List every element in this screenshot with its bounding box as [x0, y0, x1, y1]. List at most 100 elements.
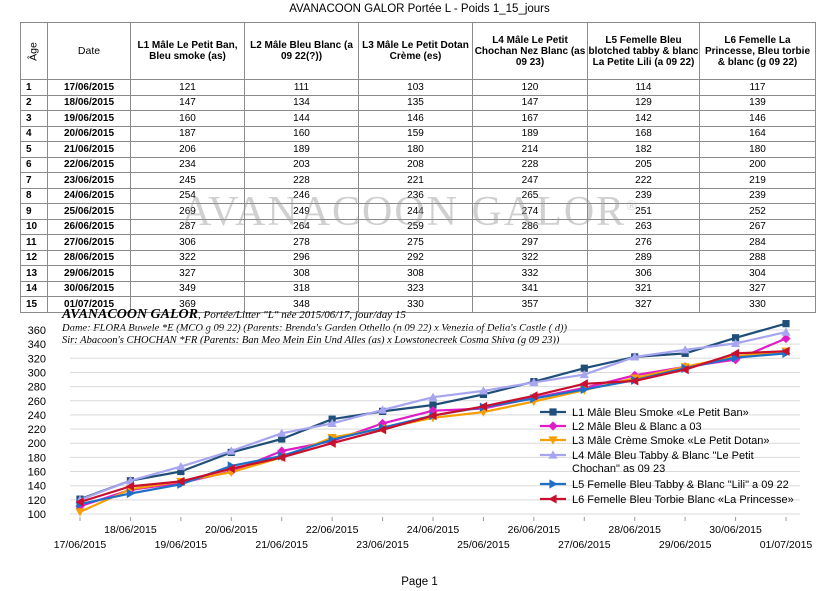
weight-cell-l5: 263 [587, 218, 700, 235]
weight-cell-l6: 288 [699, 249, 816, 266]
weight-cell-l6: 117 [699, 79, 816, 96]
data-point-l6 [529, 391, 538, 401]
date-cell: 28/06/2015 [47, 249, 131, 266]
weight-cell-l3: 146 [358, 110, 473, 127]
chart-sir-line: Sir: Abacoon's CHOCHAN *FR (Parents: Ban… [62, 335, 560, 346]
age-cell: 14 [20, 280, 48, 297]
table-row: 5 21/06/2015 206 189 180 214 182 180 [20, 141, 816, 158]
weight-cell-l6: 327 [699, 280, 816, 297]
y-tick-label: 260 [28, 396, 46, 408]
table-row: 1 17/06/2015 121 111 103 120 114 117 [20, 79, 816, 96]
weight-cell-l6: 200 [699, 156, 816, 173]
data-point-l1 [782, 320, 790, 328]
weight-cell-l6: 330 [699, 296, 816, 313]
data-point-l4 [176, 461, 186, 471]
weight-cell-l4: 297 [472, 234, 588, 251]
weight-cell-l1: 369 [130, 296, 245, 313]
header-l6: L6 Femelle La Princesse, Bleu torbie & b… [699, 22, 816, 80]
weight-cell-l2: 278 [244, 234, 359, 251]
weight-cell-l2: 308 [244, 265, 359, 282]
weight-cell-l3: 221 [358, 172, 473, 189]
y-tick-label: 320 [28, 353, 46, 365]
data-point-l4 [277, 428, 287, 437]
data-point-l6 [327, 438, 336, 448]
data-point-l1 [580, 364, 588, 372]
weight-cell-l3: 244 [358, 203, 473, 220]
date-cell: 26/06/2015 [47, 218, 131, 235]
weight-cell-l5: 239 [587, 187, 700, 204]
table-row: 2 18/06/2015 147 134 135 147 129 139 [20, 94, 816, 111]
weight-cell-l3: 135 [358, 94, 473, 111]
weight-cell-l6: 164 [699, 125, 816, 142]
chart-subtitle: , Portée/Litter "L" née 2015/06/17, jour… [198, 309, 406, 321]
date-cell: 23/06/2015 [47, 172, 131, 189]
legend-marker [549, 479, 558, 489]
table-row: 4 20/06/2015 187 160 159 189 168 164 [20, 125, 816, 142]
x-tick-label: 20/06/2015 [205, 524, 258, 536]
weight-cell-l5: 321 [587, 280, 700, 297]
weight-cell-l1: 269 [130, 203, 245, 220]
table-row: 3 19/06/2015 160 144 146 167 142 146 [20, 110, 816, 127]
weight-cell-l3: 275 [358, 234, 473, 251]
header-l1: L1 Mâle Le Petit Ban, Bleu smoke (as) [130, 22, 245, 80]
data-point-l5 [126, 488, 136, 499]
weight-cell-l4: 332 [472, 265, 588, 282]
date-cell: 18/06/2015 [47, 94, 131, 111]
y-tick-label: 160 [28, 467, 46, 479]
date-cell: 22/06/2015 [47, 156, 131, 173]
y-tick-label: 180 [28, 452, 46, 464]
table-header-row: Âge Date L1 Mâle Le Petit Ban, Bleu smok… [20, 22, 816, 80]
table-row: 7 23/06/2015 245 228 221 247 222 219 [20, 172, 816, 189]
data-point-l1 [177, 467, 185, 476]
weight-cell-l1: 254 [130, 187, 245, 204]
date-cell: 19/06/2015 [47, 110, 131, 127]
data-point-l6 [478, 401, 488, 412]
age-cell: 12 [20, 249, 48, 266]
data-point-l4 [226, 446, 236, 455]
age-cell: 5 [20, 141, 48, 158]
x-tick-label: 01/07/2015 [760, 539, 813, 551]
weight-cell-l5: 251 [587, 203, 700, 220]
x-tick-label: 28/06/2015 [608, 524, 661, 536]
weight-cell-l4: 189 [472, 125, 588, 142]
weight-cell-l6: 180 [699, 141, 816, 158]
weight-cell-l6: 239 [699, 187, 816, 204]
age-cell: 4 [20, 125, 48, 142]
weight-cell-l1: 306 [130, 234, 245, 251]
weight-cell-l3: 308 [358, 265, 473, 282]
weight-cell-l4: 120 [472, 79, 588, 96]
weight-cell-l4: 274 [472, 203, 588, 220]
y-tick-label: 140 [28, 481, 46, 493]
legend-label: L4 Mâle Bleu Tabby & Blanc "Le Petit [572, 450, 754, 462]
table-row: 13 29/06/2015 327 308 308 332 306 304 [20, 265, 816, 282]
data-point-l4 [781, 327, 791, 336]
legend-marker [548, 494, 557, 504]
weight-cell-l5: 168 [587, 125, 700, 142]
weight-cell-l1: 245 [130, 172, 245, 189]
data-point-l4 [730, 338, 741, 348]
legend-label: L3 Mâle Crème Smoke «Le Petit Dotan» [572, 435, 770, 447]
weight-cell-l3: 292 [358, 249, 473, 266]
date-cell: 27/06/2015 [47, 234, 131, 251]
x-tick-label: 17/06/2015 [54, 539, 107, 551]
weight-cell-l3: 103 [358, 79, 473, 96]
data-point-l2 [781, 333, 791, 344]
weight-cell-l1: 349 [130, 280, 245, 297]
x-tick-label: 30/06/2015 [709, 524, 762, 536]
data-point-l5 [731, 353, 741, 363]
x-tick-label: 27/06/2015 [558, 539, 611, 551]
weight-cell-l3: 208 [358, 156, 473, 173]
table-row: 15 01/07/2015 369 348 330 357 327 330 [20, 296, 816, 313]
y-tick-label: 360 [28, 325, 46, 337]
weight-cell-l1: 322 [130, 249, 245, 266]
age-cell: 1 [20, 79, 48, 96]
weight-cell-l5: 306 [587, 265, 700, 282]
weight-cell-l2: 318 [244, 280, 359, 297]
age-cell: 8 [20, 187, 48, 204]
data-point-l1 [429, 401, 437, 409]
table-row: 9 25/06/2015 269 249 244 274 251 252 [20, 203, 816, 220]
x-tick-label: 21/06/2015 [255, 539, 308, 551]
weight-cell-l5: 327 [587, 296, 700, 313]
weight-cell-l1: 206 [130, 141, 245, 158]
weight-cell-l2: 134 [244, 94, 359, 111]
